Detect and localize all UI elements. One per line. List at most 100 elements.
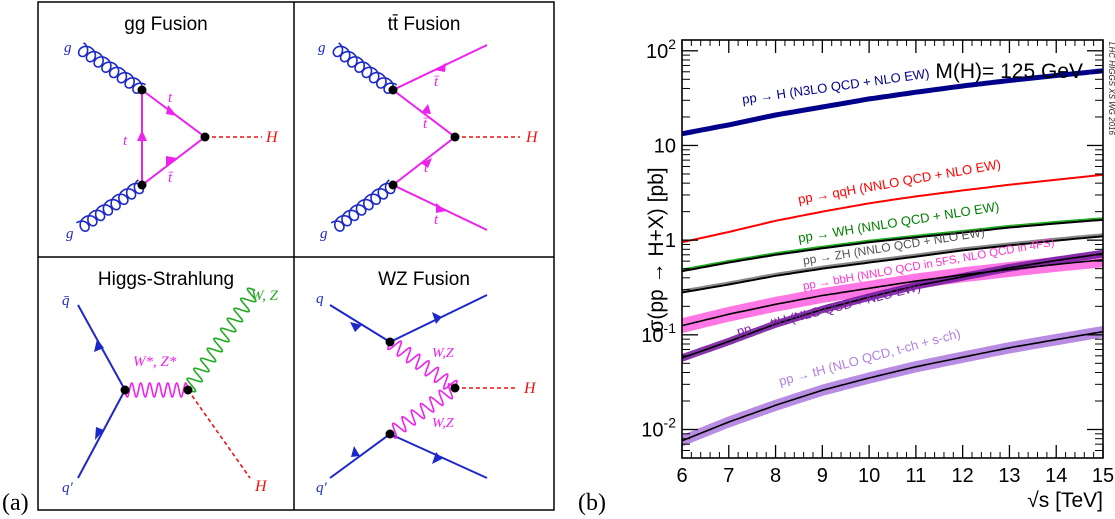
arrow — [421, 104, 431, 114]
boson-lower — [389, 383, 456, 439]
panel-b-label: (b) — [578, 490, 606, 516]
band-tH — [682, 325, 1103, 447]
mass-annotation: M(H)= 125 GeV — [935, 60, 1083, 83]
boson-real — [186, 287, 257, 393]
label-h: H — [265, 129, 279, 146]
arrow-lower — [166, 156, 177, 166]
vertex — [183, 385, 193, 395]
arrow — [432, 312, 442, 324]
line-ggH — [681, 68, 1104, 137]
gluon-bottom — [330, 179, 396, 232]
arrow — [432, 452, 442, 464]
vertex — [200, 132, 210, 142]
label-t: t — [424, 160, 429, 176]
line-tH — [681, 330, 1104, 442]
boson-upper — [387, 340, 458, 390]
top-loop — [141, 88, 207, 188]
x-tick-label: 10 — [858, 465, 880, 487]
y-tick-label: 10-2 — [641, 414, 676, 441]
label-t: t — [434, 212, 439, 228]
line-WH — [681, 218, 1104, 273]
diagram-wz-fusion: WZ Fusion q q′ W,Z W,Z H — [316, 269, 537, 496]
vertex — [388, 85, 398, 95]
x-tick-label: 8 — [770, 465, 781, 487]
x-tick-label: 15 — [1092, 465, 1114, 487]
higgs-line — [187, 389, 251, 479]
label-g: g — [320, 226, 328, 242]
band-WH — [681, 217, 1104, 271]
gluon-top — [332, 42, 398, 95]
label-g: g — [318, 40, 326, 56]
diagram-title: WZ Fusion — [378, 269, 470, 290]
diagram-title: Higgs-Strahlung — [98, 269, 234, 290]
side-watermark: LHC HIGGS XS WG 2016 — [1107, 42, 1115, 135]
gluon-top — [77, 42, 146, 94]
diagram-tt-fusion: tt̄ Fusion g g t̄ t̄ t t H — [318, 14, 539, 242]
y-tick-label: 10-1 — [641, 320, 676, 347]
label-t: t — [168, 90, 173, 106]
x-tick-label: 6 — [676, 465, 687, 487]
label-w-star: W*, Z* — [133, 354, 177, 370]
arrow — [350, 322, 362, 332]
arrow-left — [137, 130, 147, 141]
quark-line — [77, 389, 126, 479]
label-w: W,Z — [432, 346, 454, 361]
label-qprime: q′ — [62, 480, 74, 496]
quark-line — [329, 294, 488, 344]
arrow — [95, 427, 104, 440]
label-h: H — [525, 129, 539, 146]
line-ttH — [681, 252, 1104, 359]
arrow-upper — [166, 105, 177, 116]
arrow — [421, 158, 432, 168]
label-w: W, Z — [251, 288, 279, 304]
vertex — [120, 385, 130, 395]
label-tbar: t̄ — [434, 74, 440, 90]
diagram-title: tt̄ Fusion — [388, 14, 461, 35]
x-tick-label: 7 — [723, 465, 734, 487]
vertex — [385, 429, 395, 439]
label-qbar: q̄ — [62, 293, 70, 309]
label-g: g — [66, 226, 74, 242]
y-tick-label: 102 — [646, 36, 676, 63]
line-qqH — [681, 173, 1104, 244]
label-tbar: t̄ — [168, 170, 174, 186]
label-h: H — [254, 478, 268, 495]
series-lines — [681, 68, 1104, 442]
label-qprime: q′ — [316, 480, 328, 496]
diagram-higgs-strahlung: Higgs-Strahlung q̄ q′ W*, Z* W, Z H — [62, 269, 279, 496]
vertex — [450, 383, 460, 393]
diagram-title: gg Fusion — [124, 14, 207, 35]
vertex — [450, 132, 460, 142]
arrow — [94, 339, 104, 352]
x-tick-label: 13 — [998, 465, 1020, 487]
diagram-gg-fusion: gg Fusion g g t t t̄ H — [64, 14, 279, 242]
vertex — [137, 85, 147, 95]
arrow — [436, 203, 446, 213]
label-tbar: t̄ — [423, 116, 429, 132]
line-bbH — [681, 259, 1104, 327]
panel-a-frame — [37, 1, 555, 511]
vertex — [388, 180, 398, 190]
label-q: q — [316, 291, 324, 307]
x-tick-label: 12 — [952, 465, 974, 487]
y-tick-label: 1 — [665, 230, 676, 252]
vertex — [137, 180, 147, 190]
label-t: t — [123, 133, 128, 149]
panel-b: (b) pp → H (N3LO QCD + NLO EW)pp → qqH (… — [578, 2, 1115, 519]
x-axis-title: √s [TeV] — [1027, 489, 1103, 512]
label-h: H — [523, 380, 537, 397]
label-w: W,Z — [432, 416, 454, 431]
vertex — [385, 337, 395, 347]
x-tick-label: 11 — [906, 465, 927, 487]
panel-a: gg Fusion g g t t t̄ H tt̄ Fusion — [2, 1, 555, 516]
arrow — [351, 446, 360, 457]
gluon-bottom — [76, 179, 145, 233]
axis-ticks: 6 7 8 9 10 11 12 13 14 15 10-2 10-1 1 10 102 — [641, 36, 1114, 487]
arrow — [434, 63, 446, 72]
band-ZH — [681, 233, 1104, 292]
y-axis-title: σ(pp → H+X) [pb] — [645, 167, 668, 332]
line-ZH — [681, 235, 1104, 294]
y-tick-label: 10 — [654, 135, 676, 157]
x-tick-label: 14 — [1045, 465, 1067, 487]
boson-virtual — [124, 382, 189, 398]
